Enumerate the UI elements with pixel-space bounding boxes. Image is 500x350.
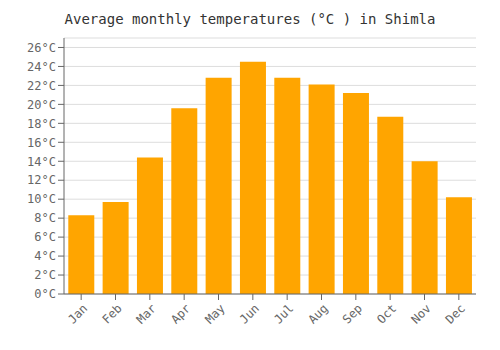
svg-text:20°C: 20°C <box>27 98 56 112</box>
svg-text:Feb: Feb <box>99 301 124 326</box>
svg-text:Jul: Jul <box>271 301 296 326</box>
svg-text:14°C: 14°C <box>27 155 56 169</box>
svg-text:22°C: 22°C <box>27 79 56 93</box>
svg-text:Jun: Jun <box>237 301 262 326</box>
svg-text:Nov: Nov <box>408 301 433 326</box>
svg-text:24°C: 24°C <box>27 60 56 74</box>
svg-text:10°C: 10°C <box>27 192 56 206</box>
svg-text:May: May <box>202 301 227 326</box>
svg-text:0°C: 0°C <box>34 287 56 301</box>
svg-text:4°C: 4°C <box>34 249 56 263</box>
svg-text:8°C: 8°C <box>34 211 56 225</box>
svg-text:Aug: Aug <box>305 301 330 326</box>
svg-text:6°C: 6°C <box>34 230 56 244</box>
svg-text:Apr: Apr <box>168 301 193 326</box>
svg-text:26°C: 26°C <box>27 41 56 55</box>
svg-text:Sep: Sep <box>340 301 365 326</box>
svg-text:18°C: 18°C <box>27 117 56 131</box>
svg-text:Oct: Oct <box>374 301 399 326</box>
svg-text:Jan: Jan <box>65 301 90 326</box>
svg-text:2°C: 2°C <box>34 268 56 282</box>
svg-text:12°C: 12°C <box>27 173 56 187</box>
svg-text:16°C: 16°C <box>27 136 56 150</box>
svg-text:Mar: Mar <box>134 301 159 326</box>
html-text:Average monthly temperatures (: Average monthly temperatures (°C ) in Sh… <box>64 11 436 27</box>
svg-text:Dec: Dec <box>443 301 468 326</box>
